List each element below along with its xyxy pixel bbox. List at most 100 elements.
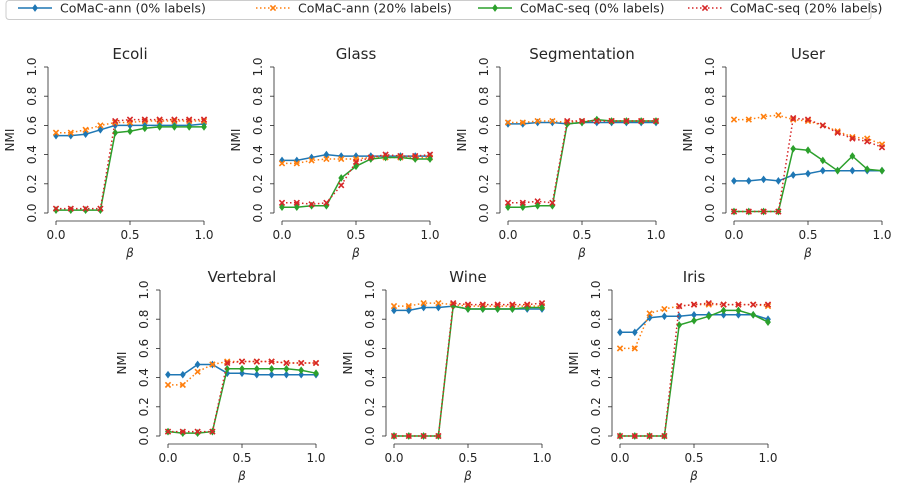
x-axis-label: β [351,246,360,260]
legend-swatch-marker [492,4,498,12]
series [730,114,886,215]
data-point [224,364,231,373]
x-axis-label: β [125,246,134,260]
data-point [382,151,389,158]
data-point [509,305,516,313]
data-point [450,299,457,307]
data-point [764,302,772,310]
data-point [534,198,541,205]
y-tick-label: 0.0 [251,203,265,222]
x-tick-label: 1.0 [758,451,777,465]
legend-swatch-marker [269,4,277,12]
data-point [735,301,742,308]
data-point [238,358,246,365]
data-point [661,312,668,321]
data-point [308,157,315,164]
x-tick-label: 1.0 [306,451,325,465]
legend-swatch-marker [32,4,38,12]
series [505,115,659,212]
data-point [834,166,841,175]
data-point [608,117,615,125]
data-point [750,301,757,308]
data-point [283,370,290,379]
y-axis-label: NMI [455,129,469,152]
data-point [593,117,600,125]
data-point [293,160,300,167]
data-point [97,122,104,129]
data-point [775,177,782,185]
data-point [293,203,300,212]
data-point [112,128,119,137]
series-line [620,303,769,350]
data-point [465,305,471,313]
data-point [268,358,275,365]
data-point [126,116,134,123]
data-point [253,370,260,379]
data-point [179,370,186,379]
data-point [494,305,501,313]
data-point [745,208,752,215]
y-tick-label: 1.0 [363,280,377,299]
data-point [834,129,841,136]
y-tick-label: 0.0 [589,426,603,445]
data-point [849,166,856,175]
chart-panel: Vertebral 0.0 0.2 0.4 0.6 0.8 1.0 0.0 0.5 1.0 NMI β [115,268,326,483]
x-tick-label: 0.5 [458,451,477,465]
data-point [412,152,419,160]
y-tick-label: 0.4 [137,368,151,387]
legend-label: CoMaC-seq (0% labels) [520,1,664,16]
data-point [616,432,624,440]
data-point [112,119,119,126]
data-point [720,301,727,308]
data-point [735,306,742,315]
panel-title: Glass [336,45,377,63]
panel-title: Segmentation [529,45,634,63]
y-tick-label: 0.6 [363,339,377,358]
data-point [819,166,826,175]
data-point [53,206,59,214]
data-point [676,312,683,321]
data-point [156,122,163,131]
x-axis-label: β [689,469,698,483]
series-line [508,120,656,204]
legend-entry: CoMaC-seq (0% labels) [478,1,664,16]
data-point [200,116,208,123]
data-point [760,175,767,184]
data-point [312,359,320,367]
data-point [82,205,89,212]
legend-entry: CoMaC-ann (20% labels) [256,1,452,16]
data-point [819,122,826,129]
chart-panel: User 0.0 0.2 0.4 0.6 0.8 1.0 0.0 0.5 1.0 NMI β [681,45,892,260]
data-point [97,205,104,212]
data-point [141,124,148,133]
data-point [156,116,163,123]
data-point [676,302,683,310]
y-tick-label: 0.2 [363,397,377,416]
data-point [353,162,359,171]
series [164,358,320,435]
y-tick-label: 0.2 [703,174,717,193]
data-point [165,370,171,379]
data-point [690,301,698,308]
data-point [279,203,285,212]
data-point [268,370,275,379]
y-tick-label: 0.8 [25,87,39,106]
data-point [298,366,305,375]
y-tick-label: 0.0 [137,426,151,445]
legend-frame [5,0,872,20]
data-point [390,302,398,310]
data-point [878,144,886,151]
y-tick-label: 0.8 [251,87,265,106]
data-point [293,199,300,206]
data-point [661,432,668,440]
data-point [323,199,330,206]
data-point [313,369,319,378]
data-point [338,155,345,163]
data-point [171,117,178,125]
series-line [508,118,656,208]
y-tick-label: 0.4 [703,145,717,164]
data-point [97,206,104,214]
series-line [394,302,542,307]
legend-entry: CoMaC-ann (0% labels) [18,1,206,16]
